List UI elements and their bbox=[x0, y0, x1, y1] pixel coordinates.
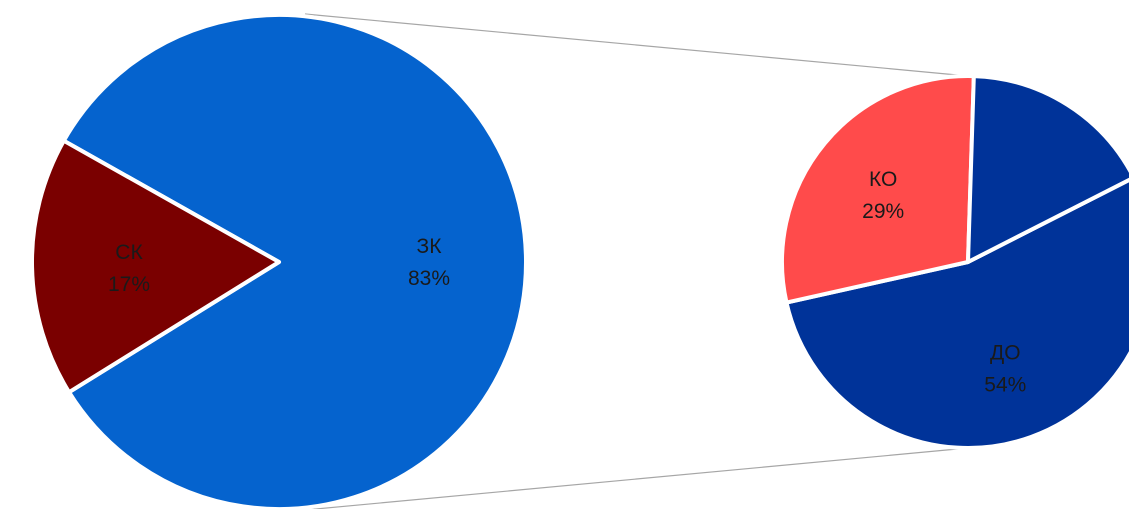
main-зк-percent-label: 83% bbox=[408, 267, 450, 290]
secondary-ко-percent-label: 29% bbox=[862, 200, 904, 223]
secondary-до-name-label: ДО bbox=[990, 342, 1021, 365]
secondary-до-slice bbox=[784, 177, 1129, 450]
secondary-pie: ДО 54% КО 29% bbox=[780, 74, 1129, 450]
main-зк-slice bbox=[61, 13, 528, 511]
main-pie: ЗК 83% СК 17% bbox=[30, 13, 528, 511]
main-ск-percent-label: 17% bbox=[108, 273, 150, 296]
main-ск-name-label: СК bbox=[115, 241, 143, 264]
secondary-до-percent-label: 54% bbox=[984, 374, 1026, 397]
secondary-ко-name-label: КО bbox=[869, 168, 897, 191]
connector-line-top bbox=[304, 13, 969, 77]
connector-line-bottom bbox=[304, 447, 969, 511]
main-ск-slice bbox=[30, 138, 281, 395]
secondary-slice-2-slice bbox=[966, 74, 1129, 264]
connector-lines bbox=[304, 13, 969, 511]
main-зк-name-label: ЗК bbox=[417, 235, 443, 258]
secondary-ко-slice bbox=[780, 74, 976, 305]
